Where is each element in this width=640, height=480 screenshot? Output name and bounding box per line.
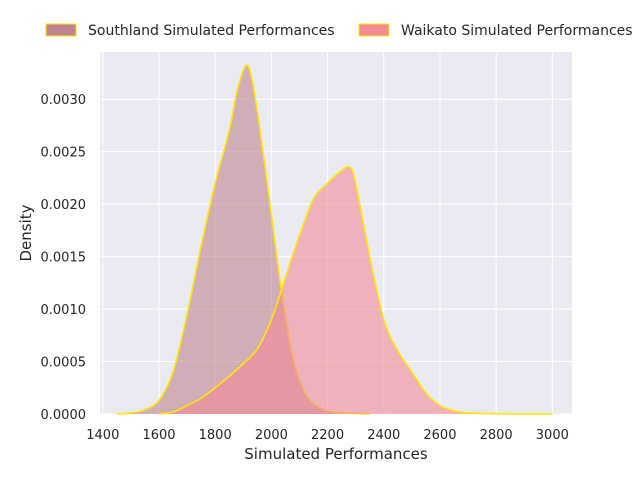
y-tick-label: 0.0005 bbox=[41, 356, 87, 371]
y-tick-label: 0.0020 bbox=[41, 198, 87, 213]
x-tick-label: 2800 bbox=[480, 428, 513, 443]
y-tick-label: 0.0015 bbox=[41, 251, 87, 266]
legend-swatch-waikato bbox=[358, 23, 390, 37]
legend-label-southland: Southland Simulated Performances bbox=[88, 23, 335, 39]
waikato-density-line bbox=[158, 165, 553, 415]
waikato-density-area bbox=[159, 166, 553, 414]
x-tick-label: 2200 bbox=[311, 428, 344, 443]
y-tick-label: 0.0010 bbox=[41, 303, 87, 318]
density-areas bbox=[116, 64, 553, 415]
x-tick-label: 2600 bbox=[423, 428, 456, 443]
y-tick-label: 0.0030 bbox=[41, 93, 87, 108]
x-axis-label: Simulated Performances bbox=[244, 445, 428, 463]
x-ticks: 1400 1600 1800 2000 2200 2400 2600 2800 3000 bbox=[86, 428, 569, 443]
x-tick-label: 1600 bbox=[142, 428, 175, 443]
x-tick-label: 2000 bbox=[255, 428, 288, 443]
legend: Southland Simulated Performances Waikato… bbox=[45, 23, 633, 39]
x-tick-label: 1800 bbox=[199, 428, 232, 443]
y-tick-label: 0.0025 bbox=[41, 146, 87, 161]
y-ticks: 0.0000 0.0005 0.0010 0.0015 0.0020 0.0025 0.00… bbox=[41, 93, 87, 423]
y-tick-label: 0.0000 bbox=[41, 408, 87, 423]
southland-density-area bbox=[116, 65, 370, 414]
legend-swatch-southland bbox=[45, 23, 77, 37]
x-tick-label: 2400 bbox=[367, 428, 400, 443]
y-axis-label: Density bbox=[17, 204, 35, 261]
x-tick-label: 3000 bbox=[536, 428, 569, 443]
legend-label-waikato: Waikato Simulated Performances bbox=[401, 23, 633, 39]
x-tick-label: 1400 bbox=[86, 428, 119, 443]
